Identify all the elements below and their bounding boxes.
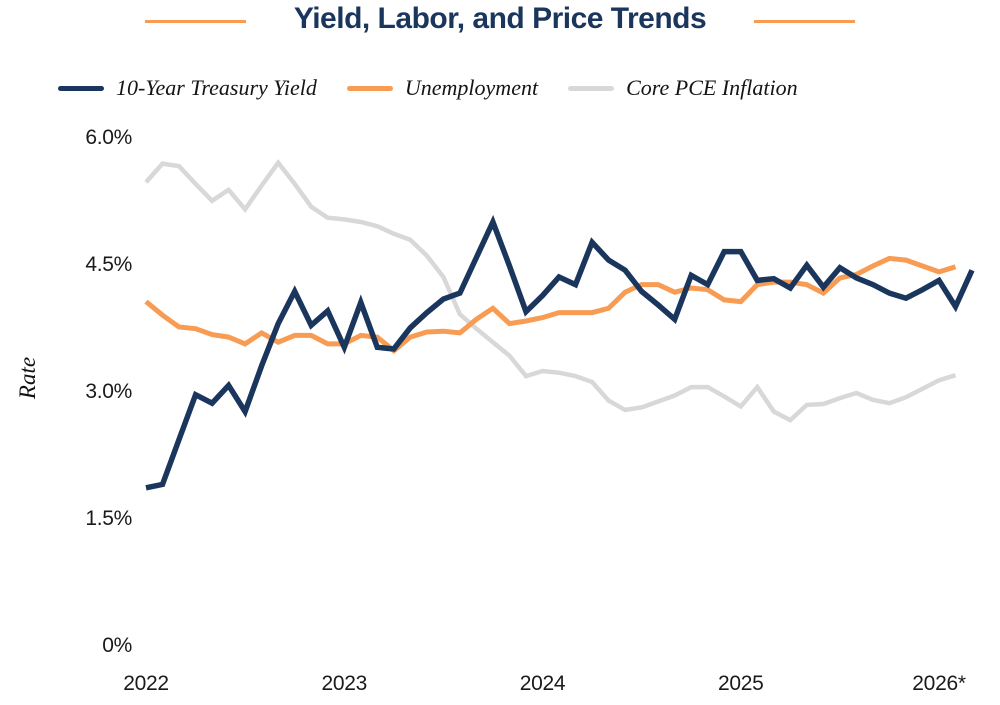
treasury-yield-line-swatch-icon	[58, 85, 104, 91]
y-tick-3.0: 3.0%	[85, 380, 132, 403]
y-tick-6.0: 6.0%	[85, 126, 132, 149]
legend-item-unemployment: Unemployment	[346, 75, 539, 101]
x-tick-2026: 2026*	[912, 672, 966, 695]
series-line-unemployment	[144, 255, 957, 354]
legend-label-core-pce: Core PCE Inflation	[626, 75, 798, 100]
chart-title: Yield, Labor, and Price Trends	[293, 2, 707, 35]
x-tick-2023: 2023	[321, 672, 368, 695]
legend-item-treasury-yield: 10-Year Treasury Yield	[58, 75, 317, 101]
series-line-10-year-treasury-yield	[145, 214, 975, 491]
legend: 10-Year Treasury Yield Unemployment Core…	[58, 74, 798, 102]
x-tick-2025: 2025	[717, 672, 764, 695]
y-tick-4.5: 4.5%	[85, 253, 132, 276]
x-tick-2024: 2024	[519, 672, 566, 695]
legend-item-core-pce: Core PCE Inflation	[568, 75, 798, 101]
legend-label-treasury-yield: 10-Year Treasury Yield	[116, 75, 317, 100]
y-tick-0: 0%	[102, 634, 132, 657]
core-pce-line-swatch-icon	[568, 85, 615, 91]
title-rule-left-icon	[145, 20, 246, 23]
series-line-core-pce-inflation	[144, 158, 957, 423]
legend-label-unemployment: Unemployment	[404, 75, 539, 100]
y-tick-1.5: 1.5%	[85, 507, 132, 530]
title-row: Yield, Labor, and Price Trends	[0, 0, 1000, 44]
title-rule-right-icon	[754, 20, 855, 23]
unemployment-line-swatch-icon	[346, 85, 393, 91]
x-tick-2022: 2022	[123, 672, 169, 695]
